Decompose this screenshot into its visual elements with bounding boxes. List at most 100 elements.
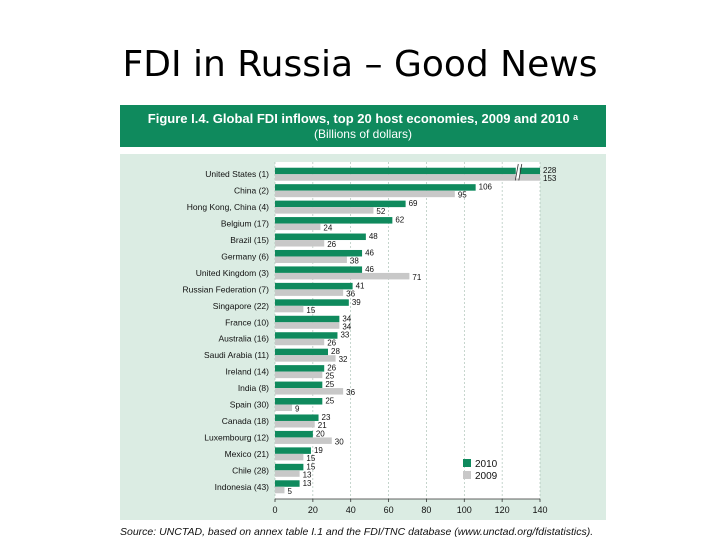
bar-2010: [275, 249, 363, 257]
bar-2009: [275, 174, 540, 181]
bar-2010: [275, 414, 319, 421]
chart-panel: United States (1) 228 153 China (2) 106 95 Hon…: [120, 154, 606, 520]
category-label: India (8): [238, 383, 269, 393]
value-label-2009: 52: [376, 207, 385, 216]
figure-header: Figure I.4. Global FDI inflows, top 20 h…: [120, 105, 606, 147]
bar-2009: [275, 322, 340, 329]
category-label: Indonesia (43): [215, 482, 270, 492]
value-label-2010: 25: [325, 380, 334, 389]
source-note: Source: UNCTAD, based on annex table I.1…: [120, 526, 594, 538]
bar-2010: [275, 233, 366, 241]
category-label: Spain (30): [230, 400, 269, 410]
bar-2009: [275, 420, 315, 428]
bar-2010: [275, 480, 300, 487]
value-label-2009: 13: [303, 470, 312, 479]
figure-title: Figure I.4. Global FDI inflows, top 20 h…: [147, 111, 579, 126]
bar-2010: [275, 315, 340, 323]
category-label: Belgium (17): [221, 219, 269, 229]
bar-2010: [275, 299, 349, 306]
category-label: Australia (16): [218, 334, 269, 344]
value-label-2009: 71: [412, 273, 421, 282]
value-label-2009: 153: [543, 174, 557, 183]
bar-2009: [275, 486, 285, 494]
bar-2009: [275, 240, 325, 247]
bar-2010: [275, 447, 311, 454]
category-label: Brazil (15): [230, 235, 269, 245]
bar-2009: [275, 223, 321, 231]
category-label: Canada (18): [222, 416, 269, 426]
value-label-2010: 46: [365, 265, 374, 274]
bar-2010: [275, 200, 406, 208]
bar-2009: [275, 355, 336, 362]
x-tick-label: 60: [384, 505, 394, 515]
category-label: Russian Federation (7): [183, 284, 270, 294]
value-label-2009: 21: [318, 421, 327, 430]
value-label-2009: 5: [287, 487, 292, 496]
category-label: Germany (6): [221, 251, 269, 261]
bar-2009: [275, 289, 344, 296]
bar-2010: [275, 381, 323, 389]
bar-2010: [275, 217, 393, 224]
x-tick-label: 20: [308, 505, 318, 515]
bar-2010: [275, 184, 476, 191]
x-tick-label: 140: [532, 505, 547, 515]
x-tick-label: 80: [421, 505, 431, 515]
value-label-2009: 26: [327, 240, 336, 249]
bar-2010: [275, 332, 338, 339]
value-label-2009: 36: [346, 388, 355, 397]
value-label-2010: 20: [316, 429, 325, 438]
legend-swatch-2010: [463, 459, 471, 467]
bar-2010: [275, 463, 304, 471]
category-label: Luxembourg (12): [204, 432, 269, 442]
category-label: France (10): [225, 317, 269, 327]
value-label-2010: 34: [342, 314, 351, 323]
bar-2010: [275, 348, 328, 356]
value-label-2010: 48: [369, 232, 378, 241]
legend-swatch-2009: [463, 471, 471, 479]
value-label-2010: 33: [340, 331, 349, 340]
bar-2009: [275, 256, 347, 263]
category-label: Mexico (21): [225, 449, 270, 459]
value-label-2010: 23: [322, 413, 331, 422]
x-tick-label: 40: [346, 505, 356, 515]
bar-2009: [275, 371, 323, 379]
bar-2010: [275, 365, 325, 372]
bar-2009: [275, 207, 374, 214]
value-label-2009: 32: [339, 355, 348, 364]
value-label-2010: 41: [356, 281, 365, 290]
legend-label-2009: 2009: [475, 471, 498, 482]
value-label-2009: 25: [325, 372, 334, 381]
value-label-2010: 62: [395, 216, 404, 225]
value-label-2010: 26: [327, 364, 336, 373]
bar-2009: [275, 272, 410, 280]
category-label: Ireland (14): [226, 367, 270, 377]
bar-2010: [275, 430, 313, 438]
bar-2010: [275, 398, 323, 405]
slide-title: FDI in Russia – Good News: [122, 44, 598, 85]
value-label-2010: 25: [325, 397, 334, 406]
bar-2009: [275, 338, 325, 346]
x-tick-label: 0: [272, 505, 277, 515]
category-label: Saudi Arabia (11): [204, 350, 269, 360]
axis-break-mark: [518, 163, 523, 181]
value-label-2009: 34: [342, 322, 351, 331]
value-label-2010: 228: [543, 166, 557, 175]
axis-break-mark: [514, 163, 519, 181]
bar-2009: [275, 190, 455, 198]
bar-2010: [275, 266, 363, 273]
category-label: United Kingdom (3): [196, 268, 269, 278]
bar-2009: [275, 470, 300, 477]
category-label: United States (1): [205, 169, 269, 179]
value-label-2009: 9: [295, 405, 300, 414]
value-label-2010: 106: [479, 183, 493, 192]
value-label-2009: 24: [323, 224, 332, 233]
bar-2010: [275, 167, 540, 175]
value-label-2010: 28: [331, 347, 340, 356]
value-label-2010: 15: [306, 462, 315, 471]
figure-subtitle: (Billions of dollars): [313, 127, 413, 141]
x-tick-label: 120: [495, 505, 510, 515]
value-label-2009: 38: [350, 256, 359, 265]
bar-2009: [275, 388, 344, 395]
value-label-2009: 26: [327, 339, 336, 348]
